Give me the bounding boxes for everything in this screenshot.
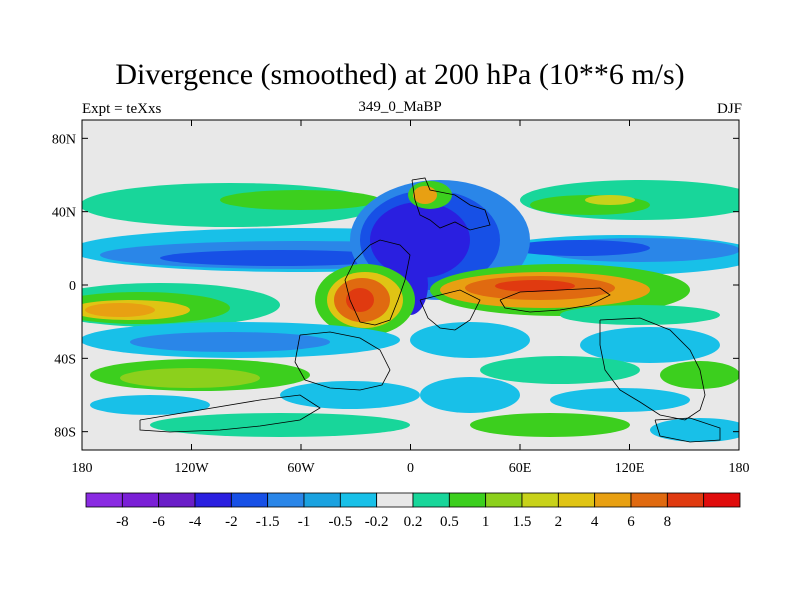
- colorbar-swatch: [158, 492, 196, 508]
- season-label: DJF: [716, 101, 742, 117]
- x-axis: 180 120W 60W 0 60E 120E 180: [72, 120, 750, 476]
- colorbar-label: 8: [664, 514, 672, 530]
- colorbar-swatch: [594, 492, 632, 508]
- x-tick-label: 60E: [509, 461, 532, 476]
- y-tick-label: 40S: [54, 352, 76, 367]
- colorbar-label: -1: [298, 514, 311, 530]
- colorbar-label: 2: [555, 514, 563, 530]
- colorbar-swatch: [85, 492, 123, 508]
- colorbar-swatch: [376, 492, 414, 508]
- x-tick-label: 180: [729, 461, 750, 476]
- colorbar-label: 0.5: [440, 514, 459, 530]
- colorbar-label: 4: [591, 514, 599, 530]
- colorbar-label: -0.5: [328, 514, 352, 530]
- colorbar-label: -6: [152, 514, 165, 530]
- colorbar-swatch: [339, 492, 378, 508]
- colorbar-label: -2: [225, 514, 238, 530]
- plot-area: 180 120W 60W 0 60E 120E 180 80N 40N 0 40S 80S: [52, 119, 750, 476]
- colorbar-label: -0.2: [365, 514, 389, 530]
- x-tick-label: 180: [72, 461, 93, 476]
- colorbar-swatch: [267, 492, 305, 508]
- y-tick-label: 0: [69, 279, 76, 294]
- y-tick-label: 40N: [52, 206, 76, 221]
- colorbar-swatch: [230, 492, 269, 508]
- colorbar-swatch: [630, 492, 668, 508]
- y-axis: 80N 40N 0 40S 80S: [52, 132, 739, 441]
- colorbar-swatch: [666, 492, 705, 508]
- colorbar-swatch: [194, 492, 232, 508]
- x-tick-label: 0: [407, 461, 414, 476]
- colorbar-label: 1: [482, 514, 490, 530]
- colorbar: -8 -6 -4 -2 -1.5 -1 -0.5 -0.2 0.2 0.5 1 1.5 2 4 6 8: [85, 492, 741, 530]
- colorbar-label: -4: [189, 514, 202, 530]
- colorbar-swatch: [412, 492, 450, 508]
- colorbar-swatch: [303, 492, 341, 508]
- colorbar-swatch: [703, 492, 741, 508]
- x-tick-label: 120W: [174, 461, 209, 476]
- x-tick-label: 120E: [615, 461, 645, 476]
- y-tick-label: 80S: [54, 426, 76, 441]
- y-tick-label: 80N: [52, 132, 76, 147]
- run-label: 349_0_MaBP: [358, 99, 442, 115]
- chart-title: Divergence (smoothed) at 200 hPa (10**6 …: [115, 58, 685, 91]
- colorbar-label: 0.2: [404, 514, 423, 530]
- colorbar-label: 6: [627, 514, 635, 530]
- colorbar-label: -1.5: [256, 514, 280, 530]
- coastline-outlines: [139, 177, 721, 443]
- colorbar-label: 1.5: [513, 514, 532, 530]
- colorbar-swatch: [448, 492, 487, 508]
- colorbar-swatch: [521, 492, 559, 508]
- divergence-field: [82, 180, 739, 442]
- colorbar-swatch: [121, 492, 160, 508]
- x-tick-label: 60W: [287, 461, 315, 476]
- colorbar-label: -8: [116, 514, 129, 530]
- colorbar-swatch: [485, 492, 523, 508]
- experiment-label: Expt = teXxs: [82, 101, 162, 117]
- colorbar-swatch: [557, 492, 596, 508]
